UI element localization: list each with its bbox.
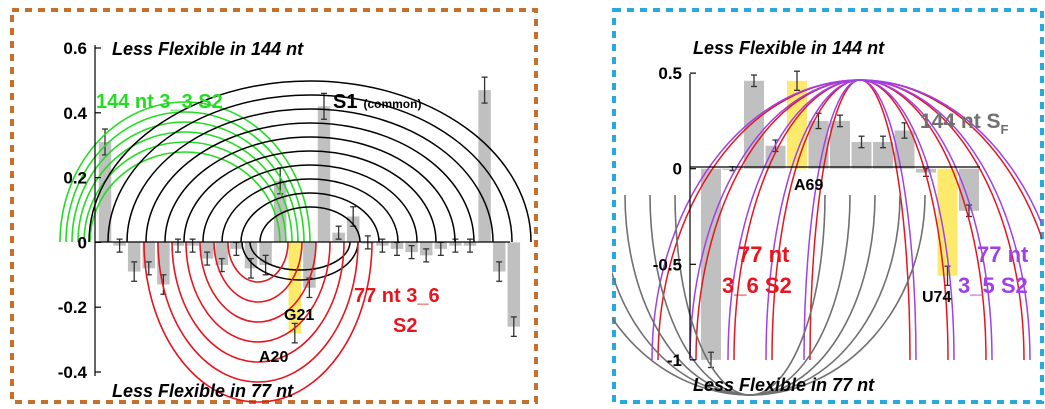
green-arc: [77, 131, 293, 243]
red-arc: [157, 241, 359, 383]
left-arcs: [59, 80, 532, 403]
bar: [244, 242, 258, 269]
right-bars: [701, 70, 979, 369]
black-arc: [240, 192, 380, 243]
bar: [507, 242, 521, 327]
black-arc: [126, 108, 494, 243]
bar: [873, 141, 893, 169]
left-y-ticks: 0.6 0.4 0.2 0 -0.2 -0.4: [58, 39, 101, 382]
black-arc: [107, 94, 513, 243]
purple-arc-label-line2: 3_5 S2: [958, 273, 1028, 298]
right-arcs: [612, 79, 1042, 396]
y-tick-label: -0.4: [58, 363, 88, 382]
black-arc: [241, 241, 359, 281]
y-tick-label: 0.5: [658, 64, 682, 83]
bar: [317, 106, 331, 243]
red-arc: [227, 241, 289, 283]
purple-arc-label-line1: 77 nt: [977, 242, 1029, 267]
black-arc: [221, 178, 399, 243]
s1-label-sub: (common): [363, 97, 421, 111]
red-arc: [213, 241, 303, 303]
red-arc-label-line2: 3_6 S2: [722, 273, 792, 298]
bar: [259, 242, 272, 266]
left-panel-frame: [10, 8, 538, 404]
right-top-label: Less Flexible in 144 nt: [693, 38, 885, 58]
gray-arc-label-sub: F: [1001, 122, 1009, 137]
g21-label: G21: [284, 307, 314, 324]
red-arc: [143, 241, 373, 403]
left-panel: 0.6 0.4 0.2 0 -0.2 -0.4 Less Flexible in 144 …: [10, 8, 538, 404]
bar: [200, 242, 214, 259]
bar: [127, 242, 141, 272]
bar: [808, 120, 829, 169]
green-arc-label: 144 nt 3_3 S2: [96, 91, 223, 113]
green-arc: [65, 111, 305, 243]
y-tick-label: -0.5: [653, 255, 682, 274]
left-top-label: Less Flexible in 144 nt: [112, 39, 304, 59]
black-arc: [183, 150, 437, 243]
a20-label: A20: [259, 349, 288, 366]
bar: [142, 242, 156, 269]
y-tick-label: -0.2: [58, 298, 87, 317]
red-arc: [185, 241, 331, 343]
black-arc: [259, 206, 361, 243]
bar: [492, 242, 506, 272]
bar: [701, 168, 721, 360]
left-bottom-label: Less Flexible in 77 nt: [112, 381, 294, 401]
bar: [830, 120, 850, 169]
black-arc: [164, 136, 456, 243]
u74-label: U74: [922, 289, 951, 306]
s1-label-main: S1: [333, 91, 357, 113]
y-tick-label: 0: [78, 233, 87, 252]
black-arc: [202, 164, 418, 243]
y-tick-label: 0.4: [63, 104, 87, 123]
red-arc-label-line1: 77 nt 3_6: [354, 285, 440, 307]
red-arc-label-line1: 77 nt: [738, 242, 790, 267]
right-panel-frame: [612, 8, 1044, 404]
bar: [215, 242, 229, 266]
bar: [303, 242, 316, 288]
green-arc: [71, 121, 299, 243]
red-arc: [199, 241, 317, 323]
bar: [346, 216, 360, 243]
red-arc: [171, 241, 345, 363]
black-arc: [249, 241, 351, 271]
gray-arc: [612, 194, 926, 396]
bar: [478, 90, 491, 243]
green-arc: [59, 101, 311, 243]
s1-label: S1 (common): [333, 91, 421, 113]
y-tick-label: 0.6: [63, 39, 87, 58]
y-tick-label: 0: [673, 160, 682, 179]
a69-label: A69: [794, 177, 823, 194]
y-tick-label: 0.2: [63, 169, 87, 188]
black-arc: [88, 80, 532, 243]
right-bottom-label: Less Flexible in 77 nt: [693, 375, 875, 395]
right-y-ticks: 0.5 0 -0.5 -1: [653, 64, 696, 370]
gray-arc-label-main: 144 nt S: [920, 110, 1001, 133]
highlighted-bar: [288, 242, 302, 334]
red-arc-label-line2: S2: [393, 315, 417, 337]
y-tick-label: -1: [667, 351, 682, 370]
left-bars: [98, 76, 521, 344]
gray-arc-label: 144 nt SF: [920, 110, 1009, 137]
bar: [851, 141, 872, 169]
right-panel: 0.5 0 -0.5 -1 Less Flexible in 144 nt Less …: [612, 8, 1044, 404]
black-arc: [145, 122, 475, 243]
highlighted-bar: [937, 168, 958, 276]
